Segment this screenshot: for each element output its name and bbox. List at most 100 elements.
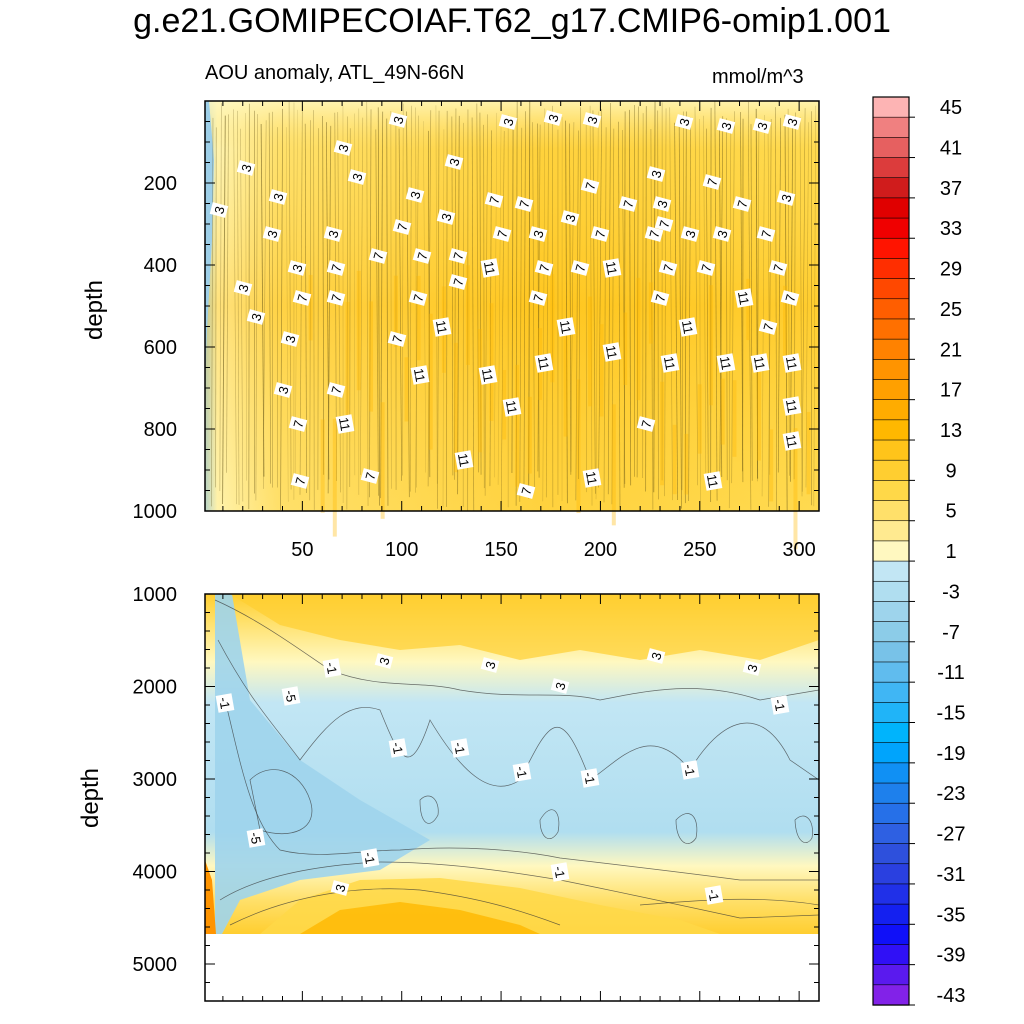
y-tick-label: 5000 bbox=[133, 954, 178, 976]
contour-label-box bbox=[678, 317, 698, 337]
upper-contour-line bbox=[629, 109, 632, 486]
upper-contour-line bbox=[636, 106, 639, 478]
contour-label: 3 bbox=[405, 187, 425, 203]
lower-contour-line bbox=[219, 861, 820, 919]
upper-contour-line bbox=[386, 118, 389, 506]
contour-label-box bbox=[322, 658, 342, 678]
upper-contour-line bbox=[719, 116, 724, 472]
upper-contour-line bbox=[748, 101, 752, 510]
colorbar-box bbox=[872, 237, 910, 260]
contour-label-text: 3 bbox=[552, 681, 568, 692]
colorbar-box bbox=[872, 459, 910, 481]
upper-warm-streak bbox=[769, 429, 774, 502]
contour-label-text: 11 bbox=[679, 319, 696, 335]
contour-label-box bbox=[660, 353, 680, 373]
contour-label-box bbox=[480, 657, 500, 673]
upper-contour-line bbox=[489, 130, 492, 487]
contour-label-box bbox=[646, 166, 666, 182]
colorbar-tick-label: 9 bbox=[945, 460, 956, 482]
contour-label-text: 11 bbox=[481, 260, 498, 276]
upper-contour-line bbox=[245, 113, 247, 481]
upper-contour-line bbox=[406, 111, 410, 498]
upper-contour-line bbox=[532, 122, 535, 489]
contour-label: 7 bbox=[392, 219, 412, 235]
upper-contour-line bbox=[767, 125, 771, 475]
contour-label-box bbox=[742, 660, 762, 676]
contour-label-text: 7 bbox=[698, 263, 714, 274]
contour-label: 3 bbox=[716, 118, 736, 134]
upper-warm-streak bbox=[599, 324, 604, 417]
contour-label-text: 7 bbox=[620, 199, 636, 210]
upper-contour-line bbox=[479, 112, 482, 475]
upper-contour-line bbox=[260, 123, 265, 477]
upper-warm-streak bbox=[648, 282, 653, 344]
contour-label-text: 11 bbox=[704, 473, 721, 489]
contour-label-box bbox=[550, 678, 570, 694]
contour-label: 3 bbox=[444, 154, 464, 170]
contour-label: 3 bbox=[528, 226, 548, 242]
contour-label: 11 bbox=[703, 471, 723, 491]
contour-label: 3 bbox=[246, 309, 266, 325]
contour-label-text: 7 bbox=[389, 334, 405, 345]
upper-contour-line bbox=[718, 129, 723, 477]
colorbar-tick-label: -3 bbox=[942, 581, 960, 603]
upper-contour-stripes bbox=[211, 101, 816, 550]
contour-label-text: 11 bbox=[751, 355, 768, 371]
contour-label-text: -1 bbox=[771, 698, 788, 712]
upper-warm-streak bbox=[720, 378, 725, 445]
contour-label-box bbox=[534, 260, 554, 276]
contour-label-box bbox=[484, 192, 504, 208]
upper-contour-line bbox=[575, 130, 579, 501]
contour-label-box bbox=[326, 260, 346, 276]
contour-label: 7 bbox=[618, 196, 638, 212]
colorbar-tick-label: -11 bbox=[937, 662, 964, 684]
contour-label-box bbox=[448, 274, 468, 290]
colorbar-box bbox=[872, 116, 910, 138]
contour-label-box bbox=[528, 226, 548, 242]
colorbar-tick-label: 33 bbox=[940, 218, 962, 240]
colorbar-box bbox=[872, 681, 910, 703]
contour-label-box bbox=[347, 169, 367, 185]
contour-label-box bbox=[734, 288, 754, 308]
contour-label: 7 bbox=[448, 274, 468, 290]
contour-label: 7 bbox=[732, 196, 752, 212]
contour-label: 7 bbox=[408, 290, 428, 306]
upper-warm-streak bbox=[611, 404, 616, 526]
contour-label-text: 7 bbox=[536, 263, 552, 274]
upper-contour-line bbox=[322, 115, 325, 475]
colorbar-box bbox=[872, 742, 910, 764]
upper-contour-line bbox=[483, 124, 485, 489]
upper-warm-streak bbox=[453, 342, 458, 473]
lower-y-axis-label: depth bbox=[77, 767, 104, 829]
contour-label: 7 bbox=[368, 248, 388, 264]
colorbar-box bbox=[872, 843, 910, 865]
contour-label-text: -1 bbox=[216, 696, 233, 710]
upper-contour-line bbox=[402, 103, 404, 476]
lower-contour-line bbox=[224, 699, 819, 881]
upper-contour-line bbox=[607, 103, 611, 495]
upper-contour-line bbox=[565, 120, 568, 504]
upper-contour-line bbox=[674, 122, 678, 501]
upper-warm-streak bbox=[588, 296, 593, 407]
upper-contour-line bbox=[728, 128, 732, 509]
upper-warm-streak bbox=[428, 313, 433, 450]
contour-label-box bbox=[534, 353, 554, 373]
chart-title: g.e21.GOMIPECOIAF.T62_g17.CMIP6-omip1.00… bbox=[133, 2, 891, 40]
upper-warm-streak bbox=[489, 303, 494, 422]
contour-label: 11 bbox=[716, 353, 736, 373]
lower-contour-line bbox=[229, 888, 561, 926]
contour-label-text: -1 bbox=[705, 888, 722, 902]
contour-label: 3 bbox=[550, 678, 570, 694]
x-tick-label: 250 bbox=[683, 539, 716, 561]
upper-contour-line bbox=[219, 103, 222, 492]
upper-contour-line bbox=[237, 110, 240, 505]
contour-label-box bbox=[618, 196, 638, 212]
upper-contour-line bbox=[623, 111, 626, 488]
upper-warm-streak bbox=[308, 274, 313, 341]
colorbar-box bbox=[872, 802, 910, 825]
upper-contour-line bbox=[494, 112, 498, 478]
contour-label-box bbox=[368, 248, 388, 264]
upper-warm-streak bbox=[320, 419, 325, 513]
contour-label: 7 bbox=[570, 260, 590, 276]
contour-label-box bbox=[448, 248, 468, 264]
